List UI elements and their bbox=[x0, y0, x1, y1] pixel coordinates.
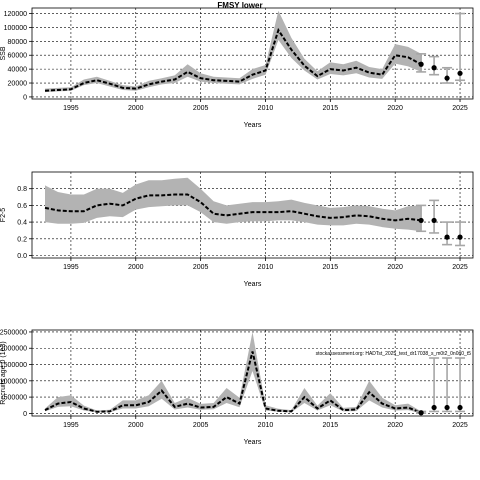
estimate-line bbox=[44, 27, 422, 92]
x-tick-label: 2025 bbox=[452, 105, 468, 112]
y-tick-label: 0.6 bbox=[17, 203, 27, 210]
x-axis-label: Years bbox=[244, 439, 262, 446]
x-tick-label: 2020 bbox=[387, 105, 403, 112]
y-tick-label: 0.4 bbox=[17, 220, 27, 227]
y-axis-label: Recruits age 0 (1e3) bbox=[0, 341, 7, 404]
projection-point bbox=[444, 404, 450, 411]
y-axis-label: SSB bbox=[0, 46, 7, 60]
projection-point bbox=[431, 404, 437, 411]
plot-frame bbox=[31, 171, 474, 259]
plot-frame bbox=[31, 329, 474, 417]
x-tick-label: 2000 bbox=[128, 422, 144, 429]
x-tick-label: 2005 bbox=[193, 422, 209, 429]
x-tick-label: 1995 bbox=[63, 105, 79, 112]
x-tick-label: 1995 bbox=[63, 422, 79, 429]
chart-annotation: stockassessment.org: HADTst_2025_test_dr… bbox=[316, 351, 472, 357]
confidence-band bbox=[45, 10, 422, 93]
x-tick-label: 2015 bbox=[323, 422, 339, 429]
confidence-band bbox=[45, 177, 422, 232]
panel-2: 1995 2000 2005 2010 2015 2020 2025 0.0 0.2 0.4 0.6… bbox=[0, 171, 474, 288]
x-tick-label: 2000 bbox=[128, 105, 144, 112]
projection-point bbox=[431, 217, 437, 224]
plot-frame bbox=[31, 7, 474, 100]
y-tick-label: 20000 bbox=[8, 81, 28, 88]
y-axis-label: F2-5 bbox=[0, 208, 7, 223]
panel-3: 1995 2000 2005 2010 2015 2020 2025 0 500000 10000… bbox=[0, 329, 474, 446]
x-tick-label: 2020 bbox=[387, 264, 403, 271]
projection-point bbox=[418, 61, 424, 67]
y-tick-label: 0.2 bbox=[17, 236, 27, 243]
x-tick-label: 2015 bbox=[323, 105, 339, 112]
x-tick-label: 2005 bbox=[193, 105, 209, 112]
projection-point bbox=[444, 75, 450, 81]
x-tick-label: 2005 bbox=[193, 264, 209, 271]
x-tick-label: 2020 bbox=[387, 422, 403, 429]
estimate-line bbox=[44, 351, 422, 414]
x-tick-label: 2000 bbox=[128, 264, 144, 271]
x-tick-label: 2010 bbox=[258, 422, 274, 429]
y-tick-label: 60000 bbox=[8, 53, 28, 60]
x-axis-label: Years bbox=[244, 122, 262, 129]
y-tick-label: 0.0 bbox=[17, 253, 27, 260]
x-tick-label: 2015 bbox=[323, 264, 339, 271]
projection-point bbox=[457, 234, 463, 240]
projection-point bbox=[418, 410, 424, 416]
x-tick-label: 2010 bbox=[258, 105, 274, 112]
projection-point bbox=[444, 234, 450, 240]
projection-point bbox=[418, 217, 424, 224]
y-tick-label: 0.8 bbox=[17, 186, 27, 193]
y-tick-label: 120000 bbox=[4, 11, 27, 18]
y-tick-label: 0 bbox=[23, 411, 27, 418]
projection-point bbox=[457, 404, 463, 411]
y-tick-label: 500000 bbox=[4, 395, 27, 402]
panel-1: 1995 2000 2005 2010 2015 2020 2025 0 20000 40000 6… bbox=[0, 7, 474, 129]
x-axis-label: Years bbox=[244, 281, 262, 288]
x-tick-label: 1995 bbox=[63, 264, 79, 271]
y-tick-label: 1500000 bbox=[0, 362, 27, 369]
y-tick-label: 80000 bbox=[8, 39, 28, 46]
estimate-line bbox=[44, 193, 422, 222]
x-tick-label: 2025 bbox=[452, 264, 468, 271]
y-tick-label: 2500000 bbox=[0, 329, 27, 336]
y-tick-label: 100000 bbox=[4, 25, 27, 32]
x-tick-label: 2010 bbox=[258, 264, 274, 271]
y-tick-label: 0 bbox=[23, 94, 27, 101]
projection-point bbox=[431, 65, 437, 71]
chart-title: FMSY lower bbox=[217, 1, 262, 10]
y-tick-label: 2000000 bbox=[0, 346, 27, 353]
y-tick-label: 40000 bbox=[8, 67, 28, 74]
y-tick-label: 1000000 bbox=[0, 378, 27, 385]
projection-point bbox=[457, 70, 463, 76]
x-tick-label: 2025 bbox=[452, 422, 468, 429]
